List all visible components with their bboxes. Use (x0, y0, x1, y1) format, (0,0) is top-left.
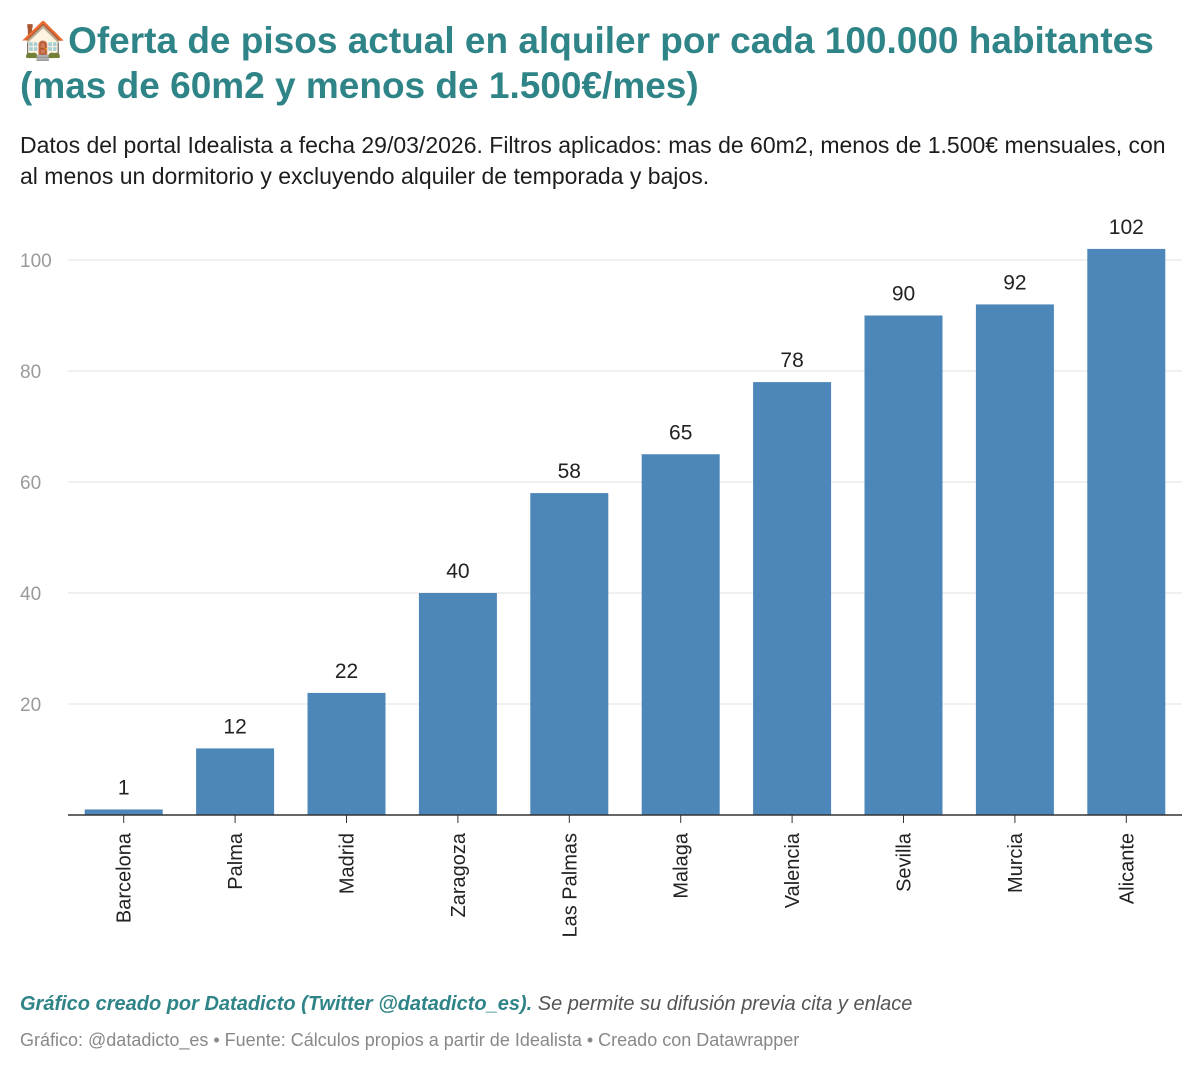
data-label: 58 (558, 460, 581, 483)
bar-chart: 20 40 60 80 100 1 12 22 40 58 65 78 90 92 102 Barcelo… (20, 216, 1182, 938)
chart-footer: Gráfico: @datadicto_es • Fuente: Cálculo… (20, 1030, 800, 1050)
bar (1087, 248, 1166, 815)
data-label: 90 (892, 283, 915, 306)
chart-title-text: Oferta de pisos actual en alquiler por c… (20, 20, 1154, 106)
bar (530, 493, 609, 815)
bar (418, 593, 497, 815)
category-labels: Barcelona Palma Madrid Zaragoza Las Palmas Ma… (114, 832, 1139, 937)
bar (196, 748, 275, 815)
bar (975, 304, 1054, 815)
x-tick-label: Malaga (671, 832, 693, 898)
x-tick-label: Las Palmas (559, 833, 581, 938)
data-label: 78 (780, 349, 803, 372)
data-label: 92 (1003, 271, 1026, 294)
data-label: 1 (118, 776, 130, 799)
bar (641, 454, 720, 815)
data-label: 22 (335, 660, 358, 683)
x-tick-label: Zaragoza (448, 832, 470, 917)
value-labels: 1 12 22 40 58 65 78 90 92 102 (118, 216, 1144, 800)
x-axis (68, 814, 1182, 823)
data-label: 12 (223, 715, 246, 738)
y-tick-label: 60 (20, 473, 41, 494)
notes-credit: Gráfico creado por Datadicto (Twitter @d… (20, 993, 533, 1015)
x-tick-label: Palma (225, 832, 247, 890)
x-tick-label: Barcelona (114, 832, 136, 923)
data-label: 40 (446, 560, 469, 583)
bar (307, 692, 386, 815)
x-tick-label: Murcia (1005, 832, 1027, 893)
chart-subtitle: Datos del portal Idealista a fecha 29/03… (20, 132, 1166, 189)
x-tick-label: Alicante (1116, 833, 1138, 904)
y-tick-label: 80 (20, 362, 41, 383)
x-tick-label: Valencia (782, 832, 804, 908)
data-label: 65 (669, 421, 692, 444)
bar (753, 382, 832, 815)
bars (84, 248, 1166, 815)
data-label: 102 (1109, 216, 1144, 239)
chart-title: 🏠Oferta de pisos actual en alquiler por … (20, 18, 1180, 108)
chart-notes: Gráfico creado por Datadicto (Twitter @d… (20, 991, 1180, 1017)
y-tick-label: 40 (20, 584, 41, 605)
x-tick-label: Sevilla (894, 832, 916, 892)
y-tick-label: 20 (20, 695, 41, 716)
bar (864, 315, 943, 815)
x-tick-label: Madrid (337, 833, 359, 894)
house-icon: 🏠 (20, 19, 67, 62)
y-tick-label: 100 (20, 251, 52, 272)
notes-permission: Se permite su difusión previa cita y enl… (537, 993, 913, 1015)
bar (84, 809, 163, 815)
